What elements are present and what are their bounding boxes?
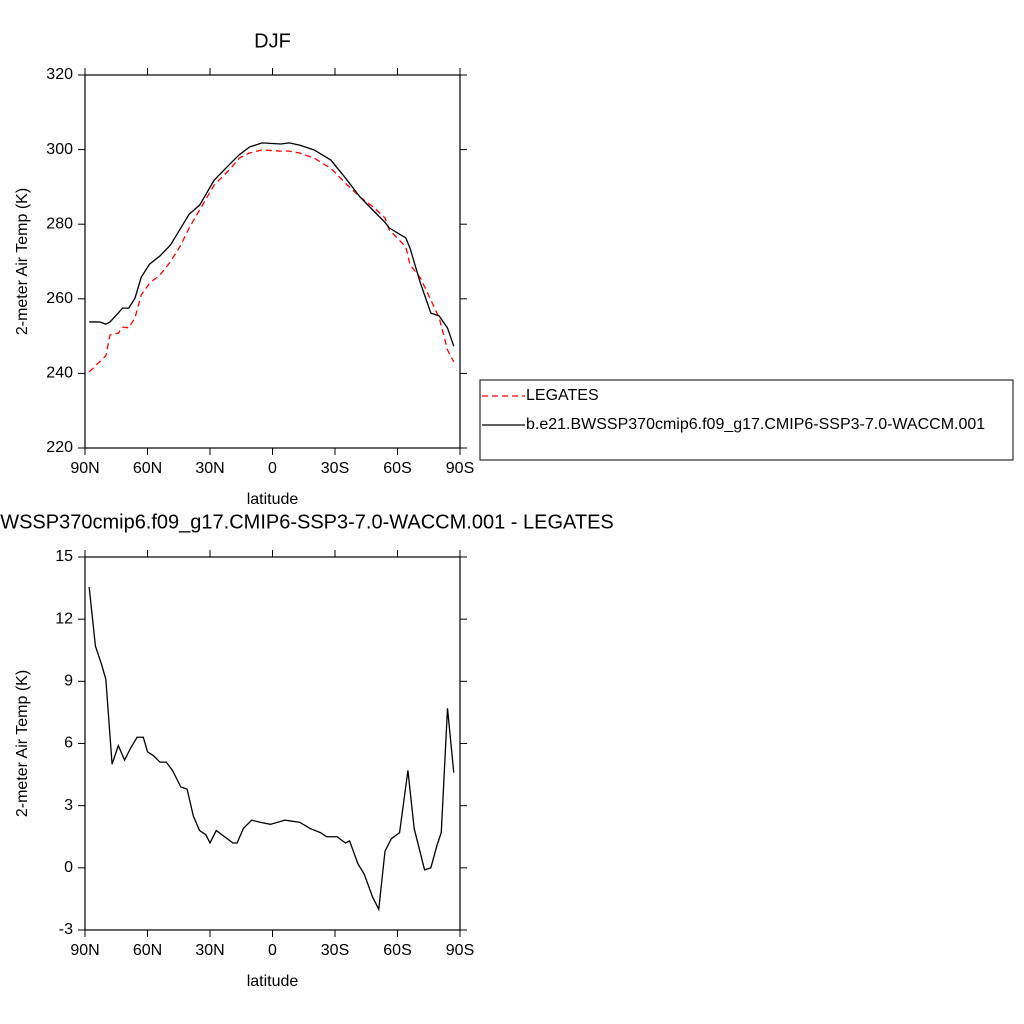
plot-frame	[84, 556, 461, 931]
x-tick-label: 90S	[446, 942, 474, 959]
x-axis-label: latitude	[247, 491, 299, 508]
x-tick-label: 30S	[321, 460, 349, 477]
data-line	[89, 142, 455, 347]
data-line	[88, 586, 455, 912]
x-tick-label: 30N	[195, 460, 224, 477]
y-tick-label: 300	[46, 141, 73, 158]
y-tick-label: 0	[64, 859, 73, 876]
x-tick-label: 60N	[133, 942, 162, 959]
legend-label: b.e21.BWSSP370cmip6.f09_g17.CMIP6-SSP3-7…	[526, 416, 985, 433]
chart-title: DJF	[254, 30, 291, 52]
data-line	[88, 149, 455, 373]
y-tick-label: 240	[46, 365, 73, 382]
x-axis-label: latitude	[247, 973, 299, 990]
y-tick-label: 280	[46, 215, 73, 232]
x-tick-label: 30N	[195, 942, 224, 959]
y-tick-label: 3	[64, 797, 73, 814]
x-tick-label: 0	[268, 942, 277, 959]
y-tick-label: 320	[46, 66, 73, 83]
y-tick-label: 12	[55, 610, 73, 627]
x-tick-label: 90S	[446, 460, 474, 477]
x-tick-label: 60S	[383, 460, 411, 477]
x-tick-label: 90N	[70, 460, 99, 477]
y-tick-label: 6	[64, 735, 73, 752]
x-tick-label: 0	[268, 460, 277, 477]
y-tick-label: -3	[59, 921, 73, 938]
y-tick-label: 260	[46, 290, 73, 307]
chart-title: b.e21.BWSSP370cmip6.f09_g17.CMIP6-SSP3-7…	[0, 511, 614, 533]
x-tick-label: 90N	[70, 942, 99, 959]
legend-label: LEGATES	[526, 387, 599, 404]
plot-frame	[84, 74, 461, 449]
y-tick-label: 220	[46, 439, 73, 456]
legend-box	[479, 379, 1014, 461]
y-axis-label: 2-meter Air Temp (K)	[14, 670, 31, 817]
y-axis-label: 2-meter Air Temp (K)	[14, 188, 31, 335]
x-tick-label: 30S	[321, 942, 349, 959]
y-tick-label: 15	[55, 548, 73, 565]
x-tick-label: 60S	[383, 942, 411, 959]
x-tick-label: 60N	[133, 460, 162, 477]
y-tick-label: 9	[64, 673, 73, 690]
